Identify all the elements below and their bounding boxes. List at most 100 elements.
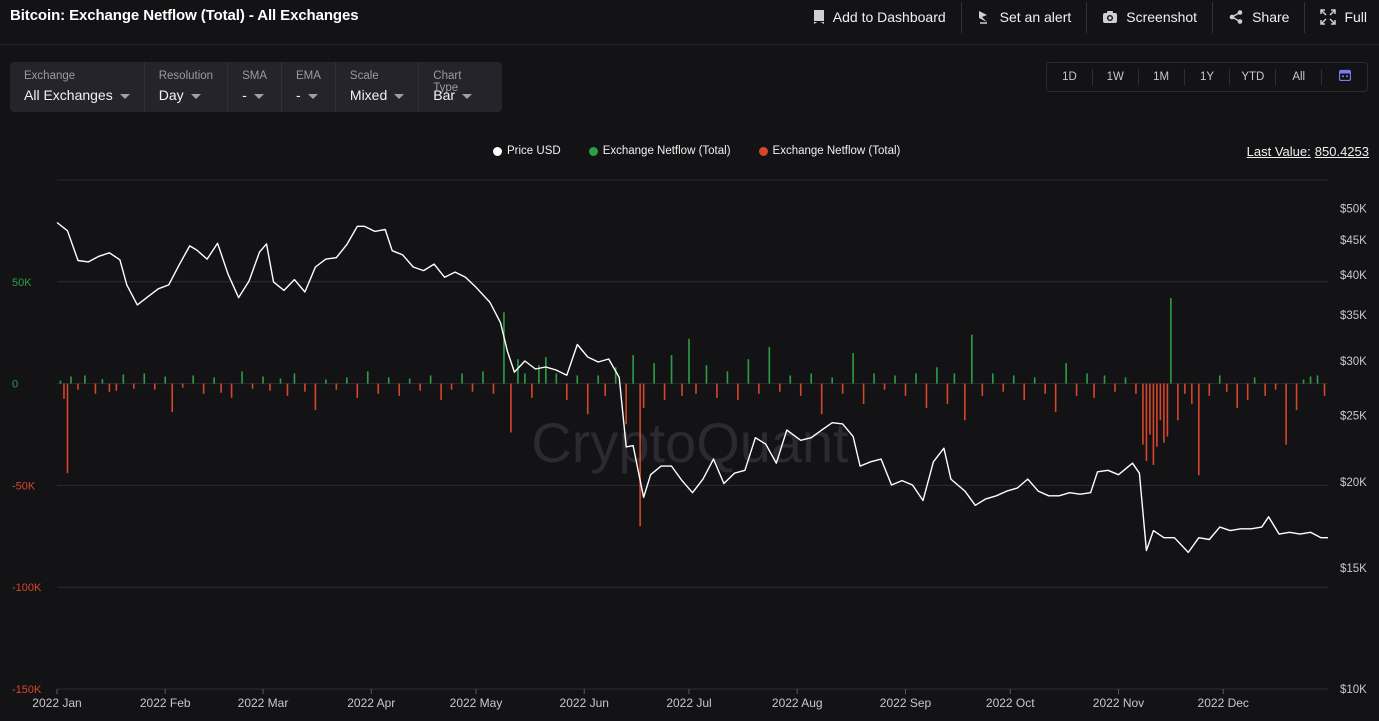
x-tick-label: 2022 Nov — [1093, 696, 1144, 710]
netflow-bar-outflow — [471, 383, 474, 392]
netflow-bar-inflow — [213, 377, 215, 384]
netflow-bar-outflow — [398, 383, 400, 396]
netflow-bar-outflow — [314, 383, 317, 411]
screenshot-button[interactable]: Screenshot — [1086, 1, 1212, 33]
chart-legend: Price USD Exchange Netflow (Total) Excha… — [493, 145, 900, 157]
netflow-bar-outflow — [1295, 383, 1298, 411]
fullscreen-icon — [1320, 9, 1337, 25]
netflow-bar-outflow — [440, 383, 442, 400]
sma-dropdown[interactable]: SMA - — [227, 62, 281, 112]
netflow-bar-inflow — [653, 363, 655, 384]
share-button[interactable]: Share — [1212, 1, 1304, 33]
y-left-tick-label: -100K — [12, 582, 42, 594]
netflow-bar-outflow — [1166, 383, 1169, 437]
netflow-bar-outflow — [1177, 383, 1179, 421]
netflow-bar-inflow — [614, 367, 617, 384]
netflow-bar-inflow — [1086, 373, 1088, 384]
netflow-bar-outflow — [820, 383, 823, 415]
alert-icon — [977, 9, 992, 25]
range-1w-button[interactable]: 1W — [1091, 69, 1138, 85]
last-value-number: 850.4253 — [1314, 144, 1369, 159]
netflow-bar-outflow — [77, 383, 79, 390]
netflow-bar-outflow — [531, 383, 533, 398]
netflow-bar-outflow — [171, 383, 174, 413]
netflow-bar-outflow — [1225, 383, 1228, 392]
netflow-bar-inflow — [953, 373, 956, 384]
chart-type-dropdown[interactable]: Chart Type Bar — [418, 62, 502, 112]
netflow-bar-inflow — [84, 375, 86, 384]
y-left-tick-label: -150K — [12, 684, 42, 696]
netflow-bar-outflow — [716, 383, 718, 398]
netflow-bar-outflow — [202, 383, 205, 394]
netflow-bar-outflow — [356, 383, 359, 398]
camera-icon — [1102, 10, 1118, 24]
last-value-link[interactable]: Last Value: 850.4253 — [1247, 144, 1369, 159]
netflow-bar-outflow — [1163, 383, 1165, 443]
netflow-bar-outflow — [604, 383, 607, 396]
watermark-text: CryptoQuant — [531, 411, 849, 474]
calendar-button[interactable] — [1321, 69, 1367, 85]
exchange-value: All Exchanges — [24, 87, 113, 103]
netflow-bar-inflow — [789, 375, 792, 384]
netflow-bar-inflow — [346, 377, 348, 384]
netflow-bar-outflow — [841, 383, 844, 394]
y-right-tick-label: $40K — [1340, 270, 1367, 282]
netflow-bar-outflow — [964, 383, 966, 421]
range-selector: 1D 1W 1M 1Y YTD All — [1046, 62, 1368, 92]
y-left-tick-label: -50K — [12, 480, 36, 492]
exchange-dropdown[interactable]: Exchange All Exchanges — [10, 62, 144, 112]
netflow-bar-inflow — [1124, 377, 1127, 384]
netflow-bar-outflow — [450, 383, 453, 390]
netflow-bar-outflow — [1145, 383, 1148, 461]
netflow-bar-inflow — [915, 373, 917, 384]
scale-dropdown[interactable]: Scale Mixed — [334, 62, 418, 112]
netflow-bar-outflow — [377, 383, 380, 394]
netflow-bar-outflow — [778, 383, 781, 392]
netflow-bar-inflow — [726, 371, 729, 384]
legend-dot-white — [493, 146, 502, 156]
netflow-bar-outflow — [681, 383, 683, 396]
legend-item-netflow-outflow[interactable]: Exchange Netflow (Total) — [758, 145, 900, 157]
netflow-bar-outflow — [758, 383, 760, 394]
netflow-bar-inflow — [894, 375, 896, 384]
netflow-bar-inflow — [1033, 377, 1036, 384]
netflow-bar-inflow — [971, 334, 973, 384]
netflow-bar-inflow — [1012, 375, 1015, 384]
range-all-button[interactable]: All — [1275, 69, 1321, 85]
netflow-bar-outflow — [1142, 383, 1144, 445]
netflow-bar-inflow — [831, 377, 833, 384]
netflow-bar-outflow — [1264, 383, 1266, 396]
range-1y-button[interactable]: 1Y — [1183, 69, 1230, 85]
ema-dropdown[interactable]: EMA - — [280, 62, 335, 112]
action-bar: Add to Dashboard Set an alert Screenshot… — [798, 0, 1379, 33]
set-alert-button[interactable]: Set an alert — [960, 1, 1087, 33]
add-to-dashboard-button[interactable]: Add to Dashboard — [798, 2, 961, 33]
netflow-bar-outflow — [904, 383, 907, 396]
legend-item-price[interactable]: Price USD — [493, 145, 561, 157]
range-1d-button[interactable]: 1D — [1062, 71, 1077, 83]
y-right-tick-label: $45K — [1340, 235, 1367, 247]
range-1m-button[interactable]: 1M — [1137, 69, 1184, 85]
x-tick-label: 2022 May — [450, 696, 503, 710]
netflow-bar-inflow — [262, 376, 264, 384]
y-right-tick-label: $50K — [1340, 203, 1367, 215]
legend-item-netflow-inflow[interactable]: Exchange Netflow (Total) — [588, 145, 731, 157]
scale-label: Scale — [349, 70, 379, 82]
netflow-bar-outflow — [1114, 383, 1116, 392]
netflow-bar-outflow — [1285, 383, 1287, 445]
netflow-bar-outflow — [115, 383, 118, 391]
y-right-tick-label: $35K — [1340, 310, 1367, 322]
netflow-bar-inflow — [429, 375, 432, 384]
fullscreen-button[interactable]: Full — [1304, 1, 1379, 33]
resolution-label: Resolution — [158, 70, 214, 82]
range-ytd-button[interactable]: YTD — [1229, 69, 1275, 85]
netflow-bar-inflow — [482, 371, 484, 384]
netflow-bar-outflow — [1246, 383, 1249, 400]
resolution-dropdown[interactable]: Resolution Day — [143, 62, 227, 112]
netflow-bar-inflow — [576, 375, 579, 384]
scale-value: Mixed — [349, 87, 388, 103]
netflow-bar-outflow — [1184, 383, 1186, 394]
netflow-bar-outflow — [695, 383, 697, 394]
netflow-bar-outflow — [63, 383, 65, 399]
